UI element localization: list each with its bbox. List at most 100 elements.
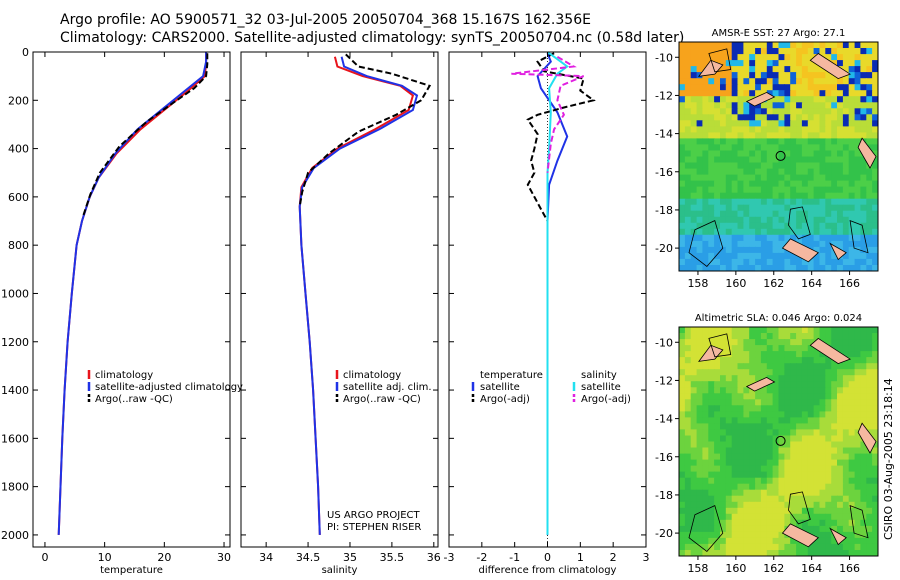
map-cell xyxy=(872,429,878,436)
map-cell xyxy=(690,42,698,49)
map-cell xyxy=(760,258,768,266)
map-cell xyxy=(831,265,838,271)
map-cell xyxy=(731,405,739,412)
map-cell xyxy=(702,216,709,224)
map-cell xyxy=(679,501,686,509)
map-cell xyxy=(813,435,821,443)
map-cell xyxy=(854,375,862,382)
map-cell xyxy=(778,246,785,254)
map-cell xyxy=(679,405,686,412)
sst-map-xtick-label: 162 xyxy=(763,277,784,290)
map-cell xyxy=(848,543,856,551)
map-cell xyxy=(872,405,878,412)
map-cell xyxy=(684,66,692,73)
map-cell xyxy=(860,216,867,224)
map-cell xyxy=(848,537,856,545)
map-cell xyxy=(749,411,756,418)
map-cell xyxy=(796,453,803,461)
map-cell xyxy=(790,375,797,382)
map-cell xyxy=(708,252,715,260)
map-cell xyxy=(755,363,762,370)
map-cell xyxy=(679,399,686,406)
map-cell xyxy=(766,258,774,266)
map-cell xyxy=(731,126,739,133)
map-cell xyxy=(866,60,873,67)
map-cell xyxy=(766,54,774,61)
map-cell xyxy=(807,387,815,394)
map-cell xyxy=(807,525,815,533)
map-cell xyxy=(778,351,785,358)
map-cell xyxy=(679,204,686,212)
map-cell xyxy=(720,265,727,271)
map-cell xyxy=(807,477,815,485)
map-cell xyxy=(784,84,791,91)
map-cell xyxy=(784,42,791,49)
map-cell xyxy=(872,198,878,206)
map-cell xyxy=(872,453,878,461)
map-cell xyxy=(720,132,727,139)
map-cell xyxy=(731,375,739,382)
map-cell xyxy=(872,156,878,164)
map-cell xyxy=(848,126,856,133)
map-cell xyxy=(708,375,715,382)
map-cell xyxy=(801,345,809,352)
map-cell xyxy=(837,150,844,158)
map-cell xyxy=(760,333,768,340)
map-cell xyxy=(708,369,715,376)
map-cell xyxy=(714,222,721,230)
map-cell xyxy=(801,423,809,430)
map-cell xyxy=(842,102,850,109)
map-cell xyxy=(679,550,686,556)
map-cell xyxy=(790,90,797,97)
map-cell xyxy=(755,228,762,236)
map-cell xyxy=(790,204,797,212)
map-cell xyxy=(807,90,815,97)
map-cell xyxy=(702,411,709,418)
map-cell xyxy=(866,507,873,515)
land-island xyxy=(857,422,877,454)
map-cell xyxy=(848,399,856,406)
map-cell xyxy=(743,507,750,515)
map-cell xyxy=(854,48,862,55)
map-cell xyxy=(725,192,733,200)
map-cell xyxy=(842,537,850,545)
map-cell xyxy=(790,429,797,436)
map-cell xyxy=(760,222,768,230)
map-cell xyxy=(766,501,774,509)
map-cell xyxy=(796,519,803,527)
map-cell xyxy=(760,363,768,370)
map-cell xyxy=(790,180,797,188)
map-cell xyxy=(772,90,780,97)
map-cell xyxy=(702,108,709,115)
map-cell xyxy=(696,471,704,479)
map-cell xyxy=(872,126,878,133)
map-cell xyxy=(731,501,739,509)
map-cell xyxy=(854,477,862,485)
map-cell xyxy=(737,459,744,467)
map-cell xyxy=(731,108,739,115)
map-cell xyxy=(778,252,785,260)
map-cell xyxy=(731,327,739,334)
map-cell xyxy=(720,186,727,194)
map-cell xyxy=(696,405,704,412)
map-cell xyxy=(872,174,878,182)
map-cell xyxy=(813,369,821,376)
map-cell xyxy=(801,180,809,188)
map-cell xyxy=(696,453,704,461)
map-cell xyxy=(708,393,715,400)
map-cell xyxy=(760,339,768,346)
map-cell xyxy=(737,42,744,49)
sst-map-ytick-label: -18 xyxy=(655,204,673,217)
map-cell xyxy=(766,459,774,467)
map-cell xyxy=(714,543,721,551)
map-cell xyxy=(872,501,878,509)
map-cell xyxy=(690,54,698,61)
map-cell xyxy=(848,393,856,400)
map-cell xyxy=(831,120,838,127)
map-cell xyxy=(725,102,733,109)
map-cell xyxy=(749,459,756,467)
map-cell xyxy=(702,246,709,254)
map-cell xyxy=(813,381,821,388)
map-cell xyxy=(813,483,821,491)
map-cell xyxy=(766,495,774,503)
